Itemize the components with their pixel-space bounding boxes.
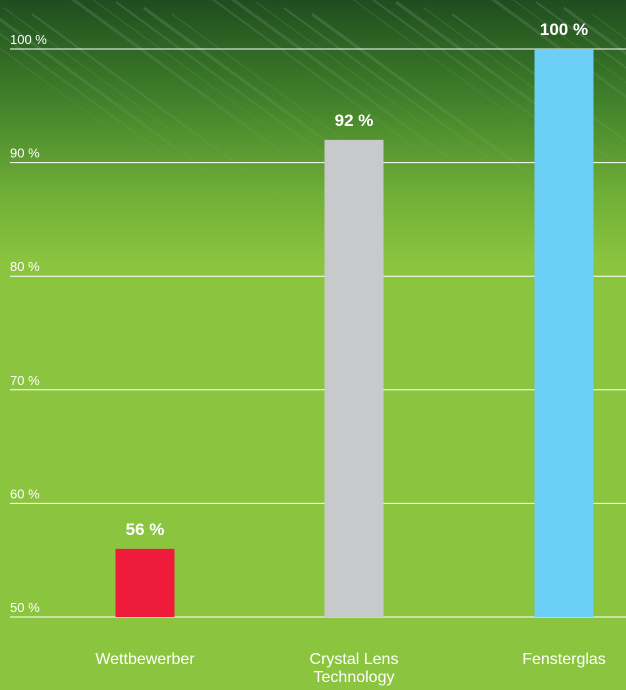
- background-streak: [71, 0, 321, 182]
- background-streak: [535, 1, 626, 70]
- background-streak: [0, 47, 181, 181]
- y-tick-label: 70 %: [10, 373, 40, 388]
- background-streak: [0, 17, 237, 194]
- y-tick-label: 100 %: [10, 32, 47, 47]
- background-streak: [31, 13, 293, 205]
- x-category-label: Fensterglas: [522, 651, 606, 668]
- y-tick-label: 50 %: [10, 600, 40, 615]
- background-streak: [395, 0, 626, 172]
- background-streak: [563, 6, 626, 56]
- background-streak: [512, 0, 626, 83]
- background-streak: [92, 0, 349, 187]
- value-label: 100 %: [540, 20, 588, 39]
- y-axis-tick-labels: 50 % 60 % 70 % 80 % 90 % 100 %: [10, 32, 47, 615]
- bars: [115, 49, 594, 617]
- background-streak: [3, 7, 265, 199]
- value-labels: 56 % 92 % 100 %: [126, 20, 588, 539]
- x-category-label: Crystal Lens Technology: [310, 651, 399, 686]
- value-label: 92 %: [335, 111, 374, 130]
- y-tick-label: 60 %: [10, 486, 40, 501]
- background-streak: [255, 1, 517, 193]
- y-tick-label: 90 %: [10, 146, 40, 161]
- bar: [115, 548, 175, 617]
- bar: [534, 49, 594, 617]
- background-streak: [211, 0, 461, 181]
- gridlines: [10, 48, 626, 618]
- background-streak: [491, 0, 626, 99]
- background-streak: [0, 32, 209, 187]
- bar: [324, 139, 384, 617]
- background-streak: [283, 7, 545, 199]
- x-category-label: Wettbewerber: [95, 651, 195, 668]
- x-axis-labels: Wettbewerber Crystal Lens Technology Fenste…: [95, 651, 605, 686]
- background-streak: [230, 0, 489, 188]
- value-label: 56 %: [126, 520, 165, 539]
- y-tick-label: 80 %: [10, 259, 40, 274]
- background-streak: [171, 13, 433, 205]
- background-streak: [311, 12, 573, 206]
